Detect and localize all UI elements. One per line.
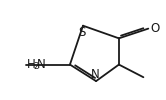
Text: S: S	[79, 26, 86, 39]
Text: O: O	[150, 22, 159, 35]
Text: N: N	[91, 68, 100, 81]
Text: H: H	[27, 58, 35, 71]
Text: 2: 2	[34, 62, 39, 71]
Text: N: N	[37, 58, 45, 71]
